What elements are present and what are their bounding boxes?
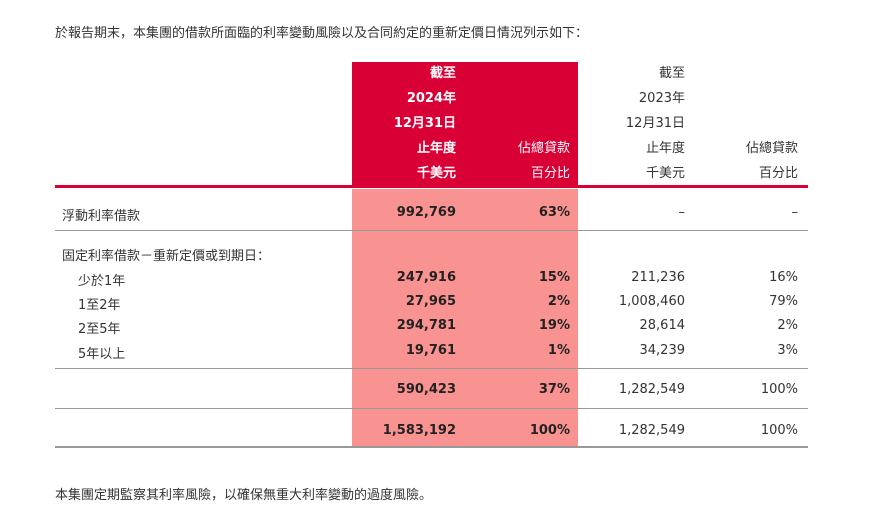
cell-p2023: 16% [769, 270, 798, 285]
header-pct2024: 佔總貸款 [517, 141, 570, 156]
header-col2024: 千美元 [416, 166, 456, 181]
cell-p2024: 63% [538, 205, 570, 220]
header-col2024: 截至 [429, 66, 456, 81]
cell-v2023: 28,614 [639, 318, 686, 333]
header-divider [55, 185, 808, 188]
cell-v2024: 294,781 [396, 318, 456, 333]
cell-p2023: 79% [769, 294, 798, 309]
cell-v2023: – [678, 205, 686, 220]
cell-p2024: 1% [547, 343, 570, 358]
cell-p2024: 15% [538, 270, 570, 285]
cell-p2024: 37% [538, 382, 570, 397]
header-pct2023: 佔總貸款 [745, 141, 798, 156]
header-col2024: 止年度 [416, 141, 456, 156]
table-bottom-border [55, 446, 808, 448]
header-col2023: 止年度 [645, 141, 685, 156]
cell-v2024: 19,761 [405, 343, 456, 358]
header-col2023: 2023年 [638, 91, 685, 106]
cell-label: 2至5年 [78, 322, 121, 337]
cell-v2023: 211,236 [631, 270, 685, 285]
cell-p2023: 100% [760, 423, 798, 438]
cell-p2023: 2% [777, 318, 798, 333]
cell-v2024: 992,769 [396, 205, 456, 220]
cell-v2023: 1,008,460 [618, 294, 685, 309]
cell-p2024: 2% [547, 294, 570, 309]
header-col2023: 12月31日 [625, 116, 685, 131]
cell-p2023: 3% [777, 343, 798, 358]
header-col2024: 12月31日 [393, 116, 456, 131]
row-divider [55, 230, 808, 231]
cell-label: 5年以上 [78, 347, 126, 362]
footnote: 本集團定期監察其利率風險，以確保無重大利率變動的過度風險。 [55, 488, 433, 503]
header-pct2024: 百分比 [530, 166, 570, 181]
cell-label: 浮動利率借款 [62, 209, 141, 224]
header-col2023: 千美元 [645, 166, 685, 181]
cell-label: 少於1年 [78, 274, 126, 289]
header-pct2023: 百分比 [758, 166, 798, 181]
row-divider [55, 368, 808, 369]
cell-p2023: – [791, 205, 799, 220]
cell-v2023: 1,282,549 [618, 423, 685, 438]
cell-v2023: 34,239 [639, 343, 686, 358]
cell-v2024: 590,423 [396, 382, 456, 397]
cell-label: 1至2年 [78, 298, 121, 313]
cell-label: 固定利率借款－重新定價或到期日： [62, 249, 271, 264]
cell-p2023: 100% [760, 382, 798, 397]
header-col2023: 截至 [658, 66, 685, 81]
cell-v2024: 27,965 [405, 294, 456, 309]
row-divider [55, 408, 808, 409]
cell-v2023: 1,282,549 [618, 382, 685, 397]
cell-v2024: 1,583,192 [382, 423, 456, 438]
highlight-header-2024 [352, 62, 578, 186]
cell-v2024: 247,916 [396, 270, 456, 285]
header-col2024: 2024年 [406, 91, 456, 106]
highlight-column-2024 [352, 189, 578, 447]
intro-text: 於報告期末，本集團的借款所面臨的利率變動風險以及合同約定的重新定價日情況列示如下… [55, 26, 589, 41]
cell-p2024: 100% [529, 423, 570, 438]
cell-p2024: 19% [538, 318, 570, 333]
